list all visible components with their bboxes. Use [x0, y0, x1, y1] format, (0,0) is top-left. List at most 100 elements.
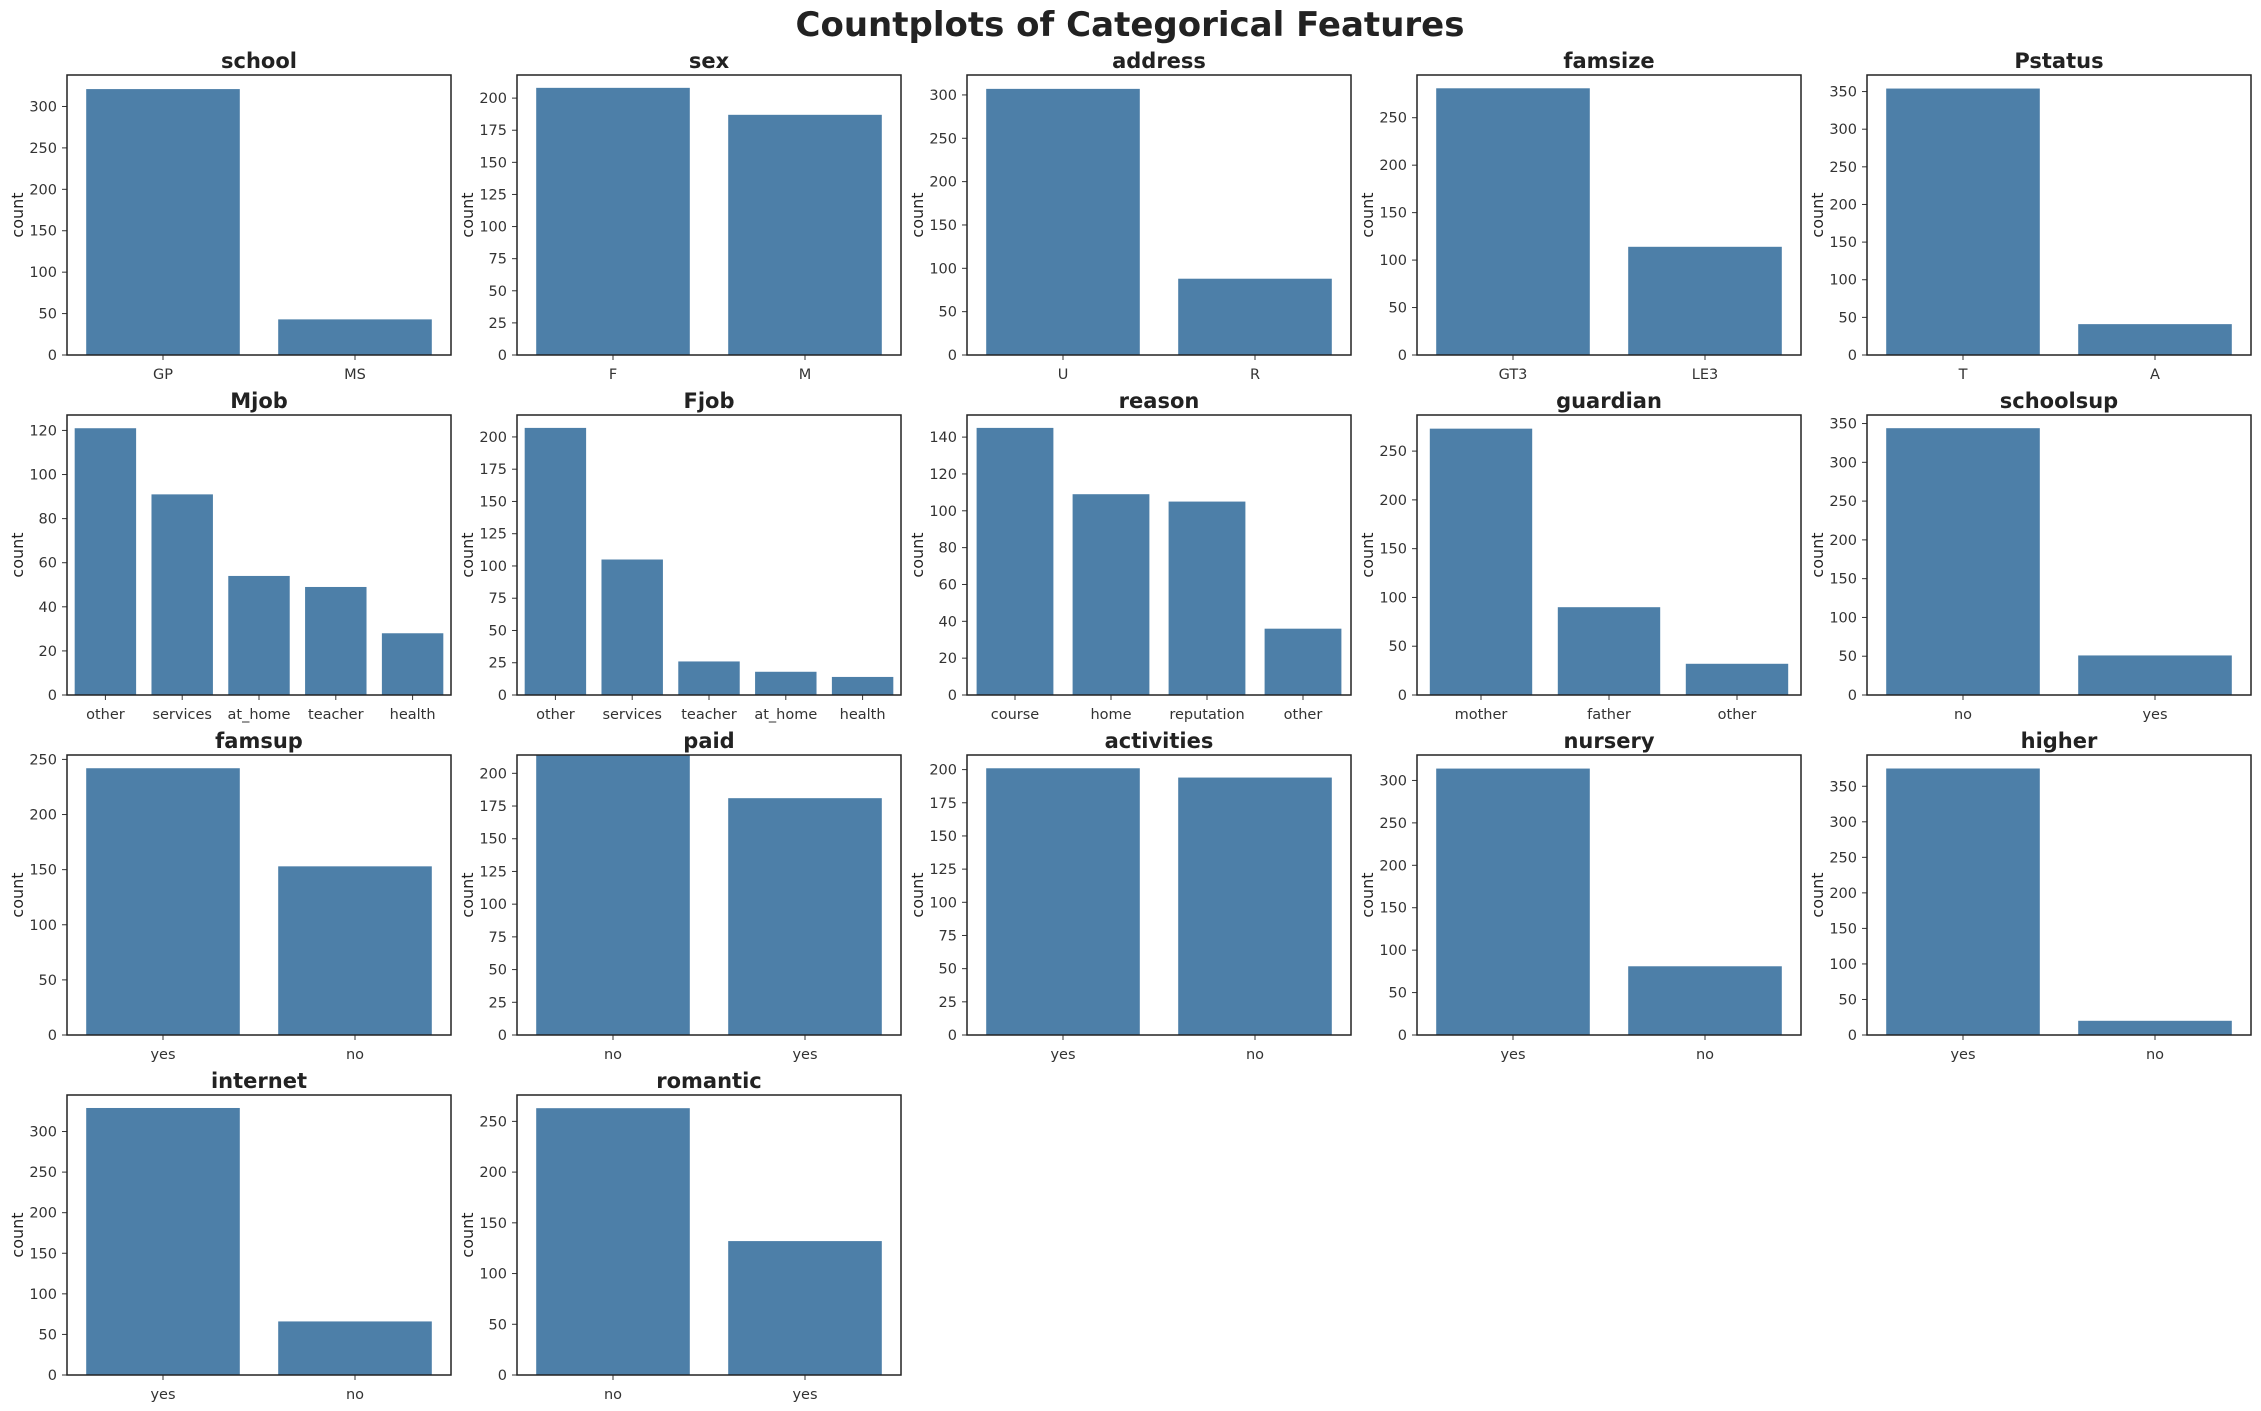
figure-title: Countplots of Categorical Features [796, 5, 1465, 45]
x-tick-label: yes [150, 1387, 175, 1403]
y-tick-label: 250 [1379, 816, 1407, 832]
y-tick-label: 350 [1829, 85, 1857, 101]
y-tick-label: 60 [39, 556, 57, 572]
y-tick-label: 100 [479, 220, 507, 236]
y-tick-label: 0 [948, 348, 957, 364]
bar-health [381, 633, 444, 695]
y-tick-label: 100 [1379, 253, 1407, 269]
y-tick-label: 100 [1829, 273, 1857, 289]
subplot-school: school count 0 50 100 150 200 250 300 GP MS [8, 49, 452, 383]
x-tick-label: reputation [1169, 707, 1244, 723]
y-tick-label: 250 [1379, 444, 1407, 460]
y-tick-label: 125 [929, 862, 957, 878]
y-axis-label: count [8, 532, 27, 577]
x-tick-label: services [602, 707, 662, 723]
y-tick-label: 100 [929, 504, 957, 520]
bar-yes [1886, 768, 2040, 1035]
axes-frame [966, 414, 1352, 696]
x-tick-label: MS [344, 367, 366, 383]
x-tick-label: other [1284, 707, 1323, 723]
axes-frame [66, 74, 452, 356]
y-tick-label: 50 [39, 1327, 57, 1343]
y-tick-label: 200 [1829, 197, 1857, 213]
bar-yes [986, 768, 1140, 1035]
bar-other [1264, 628, 1342, 695]
y-tick-label: 350 [1829, 417, 1857, 433]
y-tick-label: 50 [39, 973, 57, 989]
bar-ms [278, 319, 432, 355]
y-tick-label: 75 [489, 252, 507, 268]
y-tick-label: 0 [1398, 348, 1407, 364]
y-tick-label: 150 [479, 494, 507, 510]
x-tick-label: services [152, 707, 212, 723]
x-tick-label: yes [1950, 1047, 1975, 1063]
y-tick-label: 50 [489, 623, 507, 639]
y-tick-label: 250 [479, 1114, 507, 1130]
y-tick-label: 0 [1848, 688, 1857, 704]
y-tick-label: 200 [929, 763, 957, 779]
y-tick-label: 0 [498, 348, 507, 364]
subplot-schoolsup: schoolsup count 0 50 100 150 200 250 300 350 no yes [1808, 389, 2252, 723]
y-tick-label: 100 [1379, 590, 1407, 606]
x-tick-label: T [1958, 367, 1968, 383]
y-tick-label: 250 [1829, 494, 1857, 510]
y-tick-label: 175 [479, 123, 507, 139]
y-axis-label: count [1808, 532, 1827, 577]
x-tick-label: health [390, 707, 436, 723]
y-tick-label: 100 [479, 1267, 507, 1283]
y-tick-label: 250 [929, 131, 957, 147]
y-tick-label: 0 [1848, 1028, 1857, 1044]
x-tick-label: U [1058, 367, 1069, 383]
x-tick-label: no [1246, 1047, 1264, 1063]
subplot-title: activities [1105, 729, 1214, 753]
bar-yes [1436, 768, 1590, 1035]
y-tick-label: 250 [29, 141, 57, 157]
subplot-famsup: famsup count 0 50 100 150 200 250 yes no [8, 729, 452, 1063]
subplot-title: famsize [1563, 49, 1654, 73]
y-tick-label: 50 [489, 963, 507, 979]
subplot-sex: sex count 0 25 50 75 100 125 150 175 200 F M [458, 49, 902, 383]
y-tick-label: 100 [1829, 957, 1857, 973]
y-tick-label: 300 [29, 99, 57, 115]
bar-at-home [228, 575, 290, 695]
y-tick-label: 150 [29, 1246, 57, 1262]
y-axis-label: count [1358, 872, 1377, 917]
x-tick-label: no [1954, 707, 1972, 723]
y-tick-label: 200 [479, 91, 507, 107]
bar-reputation [1168, 501, 1246, 695]
y-tick-label: 250 [29, 1165, 57, 1181]
y-tick-label: 300 [1379, 773, 1407, 789]
x-tick-label: teacher [681, 707, 737, 723]
y-tick-label: 200 [29, 1206, 57, 1222]
y-tick-label: 50 [489, 1317, 507, 1333]
subplot-title: Fjob [683, 389, 734, 413]
y-tick-label: 50 [1389, 301, 1407, 317]
y-axis-label: count [8, 192, 27, 237]
bar-health [831, 676, 894, 695]
subplot-title: reason [1119, 389, 1200, 413]
y-tick-label: 150 [929, 829, 957, 845]
y-tick-label: 60 [939, 577, 957, 593]
axes-frame [1416, 754, 1802, 1036]
bar-yes [728, 798, 882, 1035]
y-tick-label: 200 [479, 430, 507, 446]
y-tick-label: 150 [1829, 572, 1857, 588]
x-tick-label: R [1250, 367, 1260, 383]
y-tick-label: 100 [29, 468, 57, 484]
bar-gt3 [1436, 88, 1590, 355]
bar-teacher [305, 586, 367, 695]
y-tick-label: 20 [39, 644, 57, 660]
axes-frame [516, 1094, 902, 1376]
bar-yes [86, 1107, 240, 1375]
bar-no [1178, 777, 1332, 1035]
y-tick-label: 150 [479, 155, 507, 171]
y-tick-label: 250 [29, 752, 57, 768]
y-tick-label: 0 [948, 688, 957, 704]
y-tick-label: 250 [1829, 850, 1857, 866]
y-tick-label: 100 [929, 261, 957, 277]
axes-frame [516, 754, 902, 1036]
y-tick-label: 50 [489, 284, 507, 300]
y-axis-label: count [458, 1212, 477, 1257]
y-tick-label: 150 [479, 832, 507, 848]
x-tick-label: teacher [308, 707, 364, 723]
